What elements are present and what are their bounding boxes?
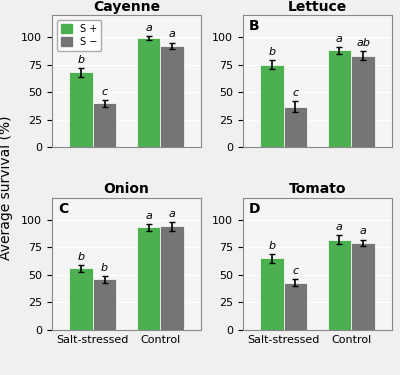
Bar (137, 38, 160, 147)
Title: Cayenne: Cayenne (93, 0, 160, 14)
Text: b: b (268, 241, 275, 250)
Title: Onion: Onion (104, 183, 150, 196)
Text: b: b (77, 252, 84, 262)
Text: c: c (102, 87, 108, 97)
Text: B: B (249, 19, 260, 33)
Text: b: b (77, 55, 84, 64)
Bar (260, 64, 284, 147)
Bar (137, 227, 160, 330)
Bar (260, 258, 284, 330)
Text: a: a (169, 209, 176, 219)
Bar (69, 72, 93, 147)
Text: b: b (268, 47, 275, 57)
Text: a: a (145, 211, 152, 221)
Bar (93, 103, 116, 147)
Bar (328, 240, 351, 330)
Text: ab: ab (356, 38, 370, 48)
Text: A: A (58, 19, 69, 33)
Bar (351, 56, 375, 147)
Text: b: b (101, 262, 108, 273)
Bar (351, 243, 375, 330)
Text: a: a (336, 222, 343, 232)
Bar (160, 46, 184, 147)
Title: Tomato: Tomato (289, 183, 346, 196)
Bar (160, 226, 184, 330)
Text: c: c (292, 266, 298, 276)
Bar (69, 268, 93, 330)
Text: a: a (336, 34, 343, 44)
Bar (328, 50, 351, 147)
Text: a: a (169, 29, 176, 39)
Bar (93, 279, 116, 330)
Text: Average survival (%): Average survival (%) (0, 115, 13, 260)
Text: D: D (249, 202, 260, 216)
Text: a: a (360, 226, 367, 236)
Title: Lettuce: Lettuce (288, 0, 347, 14)
Legend: S +, S −: S +, S − (57, 20, 102, 51)
Bar (284, 106, 307, 147)
Text: a: a (145, 22, 152, 33)
Text: c: c (292, 88, 298, 98)
Bar (284, 283, 307, 330)
Text: C: C (58, 202, 68, 216)
